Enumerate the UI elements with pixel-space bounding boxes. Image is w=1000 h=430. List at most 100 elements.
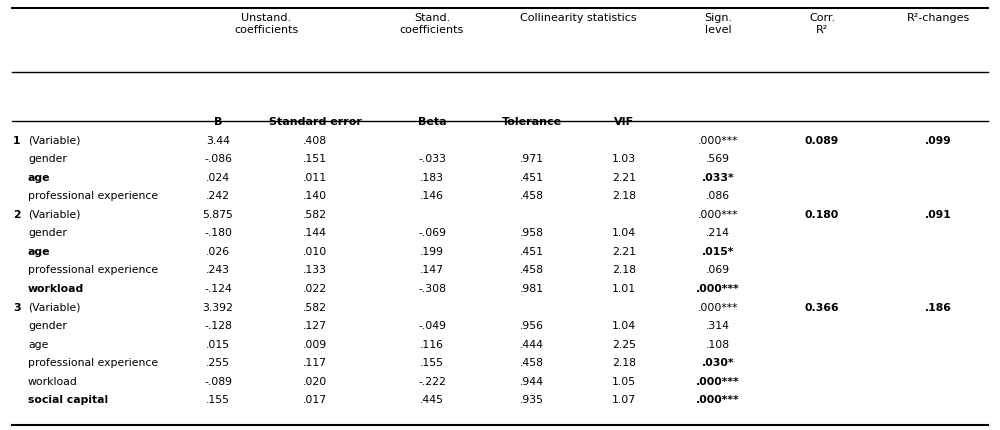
Text: -.222: -.222 (418, 376, 446, 386)
Text: .408: .408 (303, 135, 327, 145)
Text: Stand.
coefficients: Stand. coefficients (400, 13, 464, 35)
Text: 1.05: 1.05 (612, 376, 636, 386)
Text: .255: .255 (206, 357, 230, 367)
Text: .015: .015 (206, 339, 230, 349)
Text: .000***: .000*** (696, 394, 740, 404)
Text: .147: .147 (420, 265, 444, 275)
Text: .017: .017 (303, 394, 327, 404)
Text: .091: .091 (925, 209, 951, 219)
Text: workload: workload (28, 283, 84, 293)
Text: .243: .243 (206, 265, 230, 275)
Text: Sign.
level: Sign. level (704, 13, 732, 35)
Text: .214: .214 (706, 228, 730, 238)
Text: .146: .146 (420, 191, 444, 201)
Text: .140: .140 (303, 191, 327, 201)
Text: gender: gender (28, 320, 67, 330)
Text: .020: .020 (303, 376, 327, 386)
Text: Unstand.
coefficients: Unstand. coefficients (234, 13, 299, 35)
Text: .242: .242 (206, 191, 230, 201)
Text: .151: .151 (303, 154, 327, 164)
Text: B: B (214, 117, 222, 127)
Text: 0.180: 0.180 (805, 209, 839, 219)
Text: .582: .582 (303, 302, 327, 312)
Text: 1: 1 (13, 135, 20, 145)
Text: -.128: -.128 (204, 320, 232, 330)
Text: 2.18: 2.18 (612, 357, 636, 367)
Text: -.069: -.069 (418, 228, 446, 238)
Text: .451: .451 (520, 246, 544, 256)
Text: .127: .127 (303, 320, 327, 330)
Text: .186: .186 (925, 302, 951, 312)
Text: .000***: .000*** (696, 283, 740, 293)
Text: .086: .086 (706, 191, 730, 201)
Text: professional experience: professional experience (28, 265, 158, 275)
Text: age: age (28, 172, 50, 182)
Text: .444: .444 (520, 339, 544, 349)
Text: (Variable): (Variable) (28, 209, 80, 219)
Text: Tolerance: Tolerance (502, 117, 562, 127)
Text: gender: gender (28, 228, 67, 238)
Text: age: age (28, 339, 48, 349)
Text: .108: .108 (706, 339, 730, 349)
Text: Collinearity statistics: Collinearity statistics (520, 13, 636, 23)
Text: age: age (28, 246, 50, 256)
Text: (Variable): (Variable) (28, 302, 80, 312)
Text: .010: .010 (303, 246, 327, 256)
Text: (Variable): (Variable) (28, 135, 80, 145)
Text: .116: .116 (420, 339, 444, 349)
Text: professional experience: professional experience (28, 357, 158, 367)
Text: -.033: -.033 (418, 154, 446, 164)
Text: 5.875: 5.875 (203, 209, 233, 219)
Text: 2.21: 2.21 (612, 172, 636, 182)
Text: .155: .155 (420, 357, 444, 367)
Text: 0.366: 0.366 (805, 302, 839, 312)
Text: .133: .133 (303, 265, 327, 275)
Text: social capital: social capital (28, 394, 108, 404)
Text: -.049: -.049 (418, 320, 446, 330)
Text: .569: .569 (706, 154, 730, 164)
Text: 3.392: 3.392 (203, 302, 233, 312)
Text: .000***: .000*** (698, 135, 738, 145)
Text: workload: workload (28, 376, 78, 386)
Text: 3.44: 3.44 (206, 135, 230, 145)
Text: .935: .935 (520, 394, 544, 404)
Text: 1.04: 1.04 (612, 228, 636, 238)
Text: 1.07: 1.07 (612, 394, 636, 404)
Text: 3: 3 (13, 302, 21, 312)
Text: .451: .451 (520, 172, 544, 182)
Text: 1.04: 1.04 (612, 320, 636, 330)
Text: .582: .582 (303, 209, 327, 219)
Text: .155: .155 (206, 394, 230, 404)
Text: Beta: Beta (418, 117, 446, 127)
Text: .030*: .030* (702, 357, 734, 367)
Text: R²-changes: R²-changes (906, 13, 970, 23)
Text: Corr.
R²: Corr. R² (809, 13, 835, 35)
Text: .024: .024 (206, 172, 230, 182)
Text: -.089: -.089 (204, 376, 232, 386)
Text: Standard error: Standard error (269, 117, 361, 127)
Text: .069: .069 (706, 265, 730, 275)
Text: .000***: .000*** (698, 302, 738, 312)
Text: 1.03: 1.03 (612, 154, 636, 164)
Text: .458: .458 (520, 357, 544, 367)
Text: .026: .026 (206, 246, 230, 256)
Text: professional experience: professional experience (28, 191, 158, 201)
Text: .015*: .015* (702, 246, 734, 256)
Text: .033*: .033* (702, 172, 734, 182)
Text: 1.01: 1.01 (612, 283, 636, 293)
Text: -.124: -.124 (204, 283, 232, 293)
Text: .009: .009 (303, 339, 327, 349)
Text: .956: .956 (520, 320, 544, 330)
Text: .000***: .000*** (696, 376, 740, 386)
Text: .099: .099 (925, 135, 951, 145)
Text: .981: .981 (520, 283, 544, 293)
Text: .000***: .000*** (698, 209, 738, 219)
Text: gender: gender (28, 154, 67, 164)
Text: .144: .144 (303, 228, 327, 238)
Text: -.180: -.180 (204, 228, 232, 238)
Text: -.086: -.086 (204, 154, 232, 164)
Text: .011: .011 (303, 172, 327, 182)
Text: 2.25: 2.25 (612, 339, 636, 349)
Text: -.308: -.308 (418, 283, 446, 293)
Text: .445: .445 (420, 394, 444, 404)
